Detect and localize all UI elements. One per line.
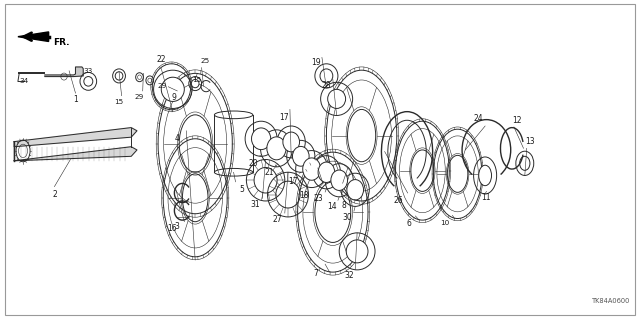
Text: 17: 17: [278, 113, 289, 122]
Text: 15: 15: [193, 78, 202, 83]
Ellipse shape: [84, 77, 93, 86]
Text: 21: 21: [264, 168, 273, 177]
Ellipse shape: [267, 137, 286, 160]
Ellipse shape: [346, 240, 368, 263]
Text: 3: 3: [174, 222, 179, 231]
Text: 29: 29: [157, 83, 166, 89]
Text: 28: 28: [322, 81, 331, 90]
Ellipse shape: [347, 180, 364, 200]
Text: 30: 30: [342, 213, 353, 222]
Text: 32: 32: [344, 271, 354, 280]
Text: FR.: FR.: [53, 38, 70, 47]
Text: 2: 2: [52, 190, 57, 199]
Ellipse shape: [292, 146, 309, 166]
Ellipse shape: [191, 79, 199, 88]
Ellipse shape: [520, 156, 530, 170]
Text: 5: 5: [239, 185, 244, 194]
Ellipse shape: [479, 165, 492, 186]
Text: 22: 22: [157, 55, 166, 63]
Text: 8: 8: [342, 201, 347, 210]
Text: 18: 18: [300, 191, 308, 200]
Text: 23: 23: [314, 194, 324, 203]
Ellipse shape: [331, 170, 348, 190]
Text: 27: 27: [272, 215, 282, 224]
Text: TK84A0600: TK84A0600: [592, 299, 630, 304]
Text: 1: 1: [73, 95, 78, 104]
Text: 15: 15: [114, 99, 123, 105]
Polygon shape: [14, 128, 137, 161]
Ellipse shape: [115, 72, 123, 80]
Text: 31: 31: [250, 200, 260, 209]
Ellipse shape: [252, 128, 271, 150]
Text: 11: 11: [482, 193, 491, 202]
Text: 24: 24: [474, 114, 484, 122]
Text: 9: 9: [172, 93, 177, 102]
Text: 7: 7: [313, 269, 318, 278]
Ellipse shape: [303, 158, 321, 180]
Text: 19: 19: [310, 58, 321, 67]
Text: 12: 12: [513, 116, 522, 125]
Ellipse shape: [283, 132, 300, 152]
Text: 13: 13: [525, 137, 535, 146]
Text: 34: 34: [20, 78, 29, 84]
Text: 33: 33: [84, 68, 93, 74]
Text: 29: 29: [135, 94, 144, 100]
Text: 4: 4: [174, 134, 179, 143]
Ellipse shape: [318, 162, 335, 182]
Text: 17: 17: [288, 177, 298, 186]
Text: 16: 16: [166, 224, 177, 233]
Ellipse shape: [161, 77, 184, 101]
Text: 20: 20: [248, 159, 259, 168]
Text: 25: 25: [200, 58, 209, 64]
Ellipse shape: [320, 69, 333, 83]
Ellipse shape: [328, 89, 346, 108]
Text: 14: 14: [326, 202, 337, 211]
Text: 10: 10: [440, 220, 449, 226]
Polygon shape: [18, 32, 49, 41]
Text: 26: 26: [393, 197, 403, 205]
Polygon shape: [45, 67, 83, 77]
Text: 6: 6: [406, 219, 412, 228]
